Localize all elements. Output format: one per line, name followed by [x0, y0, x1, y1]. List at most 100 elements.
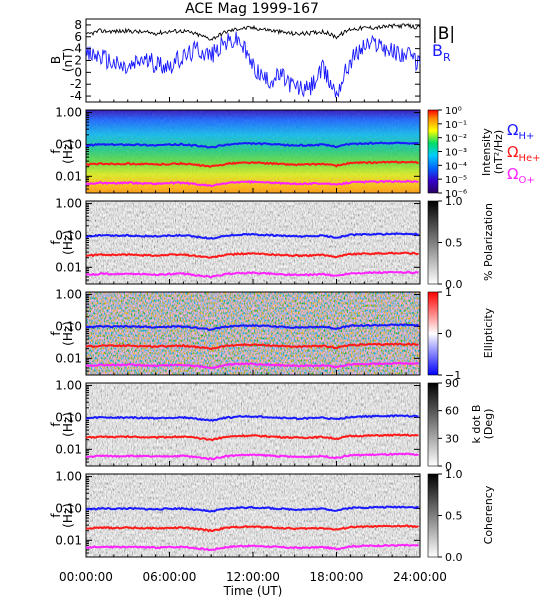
spectrum-texture [86, 110, 420, 193]
freq-tick-label: 1.00 [55, 379, 82, 393]
coherency-colorbar [427, 473, 439, 558]
colorbar-tick-label: 1.0 [445, 195, 463, 208]
panel-spectrum: 10⁰ 10⁻¹ 10⁻² 10⁻³ 10⁻⁴ 10⁻⁵ 10⁻⁶ Intensity (n… [85, 106, 541, 200]
coherency-image [86, 474, 420, 557]
colorbar-tick-label: 10⁻² [445, 134, 467, 145]
freq-tick-label: 1.00 [55, 470, 82, 484]
panel-coherency: 1.0 0.5 0.0 Coherency [85, 468, 495, 564]
cyclotron-line-he [85, 342, 419, 351]
freq-tick-label: 0.10 [55, 501, 82, 515]
time-tick-label: 00:00:00 [59, 570, 113, 584]
spectrum-cbar-label1: Intensity [480, 128, 493, 176]
bfield-ytick-label: 4 [74, 42, 82, 56]
cyclotron-line-h [85, 141, 419, 149]
freq-tick-label: 0.01 [55, 169, 82, 183]
freq-ylabel-unit: (Hz) [61, 412, 75, 437]
legend-btotal: |B| [432, 24, 455, 44]
ellipticity-cbar-label: Ellipticity [482, 307, 495, 358]
freq-tick-label: 1.00 [55, 288, 82, 302]
freq-ylabel-unit: (Hz) [61, 321, 75, 346]
panel-ellipticity: 1 0 −1 Ellipticity [85, 286, 495, 382]
polarization-image [86, 201, 420, 284]
time-tick-label: 24:00:00 [393, 570, 447, 584]
bfield-ytick-label: 6 [74, 30, 82, 44]
freq-tick-label: 0.01 [55, 351, 82, 365]
freq-tick-label: 0.01 [55, 260, 82, 274]
coherency-colorbar-ticks: 1.0 0.5 0.0 [438, 468, 463, 564]
cyclotron-line-o [85, 179, 419, 188]
freq-ylabel-f: f [49, 149, 63, 154]
bfield-ylabel-b: B [49, 56, 63, 64]
cyclotron-lines [85, 141, 420, 552]
freq-ylabel-f: f [49, 422, 63, 427]
panel-kdotb: 90 60 30 0 k dot B (Deg) [85, 377, 495, 473]
freq-ylabel-unit: (Hz) [61, 230, 75, 255]
legend-omega-o: ΩO+ [507, 165, 535, 186]
freq-tick-label: 0.10 [55, 228, 82, 242]
bfield-ylabel-unit: (nT) [61, 48, 75, 72]
colorbar-tick-label: 0.0 [445, 551, 463, 564]
legend-omega-he: ΩHe+ [507, 143, 541, 164]
cyclotron-line-o [85, 543, 419, 552]
colorbar-tick-label: −1 [445, 369, 461, 382]
colorbar-tick-label: 10⁻⁴ [445, 161, 467, 172]
time-axis: 00:00:00 06:00:00 12:00:00 18:00:00 24:00:00 [59, 97, 447, 584]
polarization-colorbar [427, 200, 439, 285]
cyclotron-line-he [85, 524, 419, 533]
cyclotron-line-he [85, 160, 419, 169]
colorbar-tick-label: 0.5 [445, 510, 463, 523]
spectrum-colorbar-ticks: 10⁰ 10⁻¹ 10⁻² 10⁻³ 10⁻⁴ 10⁻⁵ 10⁻⁶ [438, 106, 467, 200]
cyclotron-line-he [85, 251, 420, 259]
time-axis-label: Time (UT) [223, 584, 283, 598]
freq-tick-label: 1.00 [55, 106, 82, 120]
time-tick-label: 18:00:00 [310, 570, 364, 584]
freq-tick-label: 0.10 [55, 319, 82, 333]
polarization-cbar-label: % Polarization [482, 203, 495, 281]
ellipticity-colorbar [427, 291, 439, 376]
colorbar-tick-label: 0.0 [445, 278, 463, 291]
colorbar-tick-label: 10⁻⁶ [445, 189, 467, 200]
freq-tick-label: 0.10 [55, 137, 82, 151]
bfield-series-btotal [86, 23, 421, 41]
bfield-lines [85, 23, 421, 98]
freq-tick-label: 1.00 [55, 197, 82, 211]
freq-ylabel-f: f [49, 513, 63, 518]
kdotb-cbar-label1: k dot B [470, 405, 483, 444]
colorbar-tick-label: 0.5 [445, 237, 463, 250]
bfield-ytick-label: 8 [74, 18, 82, 32]
bfield-ytick-label: 0 [74, 65, 82, 79]
kdotb-colorbar-ticks: 90 60 30 0 [438, 377, 459, 473]
colorbar-tick-label: 10⁰ [445, 106, 462, 117]
bfield-series-br [85, 31, 421, 98]
cyclotron-line-o [85, 361, 419, 370]
frequency-axes: 1.000.100.01f(Hz)1.000.100.01f(Hz)1.000.… [49, 106, 420, 554]
colorbar-tick-label: 60 [445, 405, 459, 418]
cyclotron-line-o [85, 452, 419, 461]
time-tick-label: 06:00:00 [143, 570, 197, 584]
coherency-cbar-label: Coherency [482, 485, 495, 544]
spectrum-colorbar [427, 109, 439, 194]
bfield-ytick-label: -4 [70, 89, 82, 103]
colorbar-tick-label: 30 [445, 432, 459, 445]
kdotb-colorbar [427, 382, 439, 467]
freq-tick-label: 0.01 [55, 442, 82, 456]
legend-omega-h: ΩH+ [507, 121, 534, 142]
kdotb-cbar-label2: (Deg) [482, 409, 495, 440]
freq-ylabel-unit: (Hz) [61, 503, 75, 528]
colorbar-tick-label: 0 [445, 328, 452, 341]
freq-tick-label: 0.01 [55, 533, 82, 547]
cyclotron-line-h [85, 414, 419, 422]
ellipticity-image [86, 292, 420, 375]
colorbar-tick-label: 1.0 [445, 468, 463, 481]
bfield-ytick-label: 2 [74, 54, 82, 68]
freq-ylabel-f: f [49, 331, 63, 336]
colorbar-tick-label: 10⁻¹ [445, 120, 467, 131]
cyclotron-line-h [85, 232, 420, 240]
legend-br: BR [432, 41, 451, 64]
freq-ylabel-unit: (Hz) [61, 139, 75, 164]
ellipticity-colorbar-ticks: 1 0 −1 [438, 286, 461, 382]
cyclotron-line-h [85, 505, 420, 513]
colorbar-tick-label: 0 [445, 460, 452, 473]
